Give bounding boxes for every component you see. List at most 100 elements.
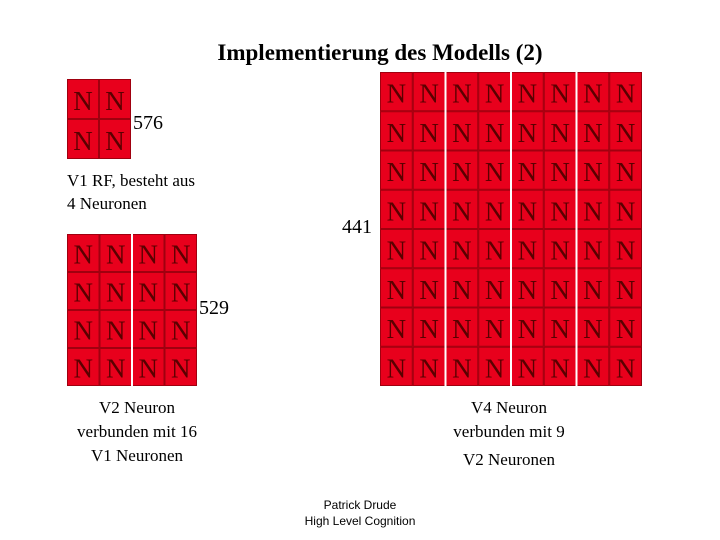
cell-label: N [550, 157, 570, 187]
cell-label: N [518, 236, 538, 266]
cell-label: N [485, 314, 505, 344]
cell [609, 307, 642, 347]
cell [478, 150, 511, 190]
cell-label: N [419, 157, 439, 187]
cell [543, 150, 577, 190]
cell-label: N [616, 353, 636, 383]
cell-label: N [485, 275, 505, 305]
cell [445, 229, 479, 269]
cell-label: N [452, 118, 472, 148]
cell [412, 346, 446, 386]
cell [609, 229, 642, 269]
cell-label: N [105, 126, 125, 156]
caption: V2 Neuronen [463, 450, 556, 469]
cell [511, 307, 544, 347]
caption: V2 Neuron [99, 398, 176, 417]
cell-label: N [387, 157, 407, 187]
cell-label: N [583, 118, 603, 148]
cell-label: N [73, 86, 93, 116]
cell [99, 234, 132, 272]
count: 441 [342, 216, 372, 238]
cell-label: N [616, 314, 636, 344]
cell-label: N [452, 275, 472, 305]
cell-label: N [583, 353, 603, 383]
cell [511, 229, 544, 269]
cell-label: N [139, 240, 159, 270]
cell [132, 310, 165, 348]
cell [609, 72, 642, 112]
caption: V1 RF, besteht aus [67, 171, 195, 190]
cell-label: N [518, 196, 538, 226]
cell-label: N [616, 118, 636, 148]
cell-label: N [74, 240, 94, 270]
caption: V4 Neuron [471, 398, 548, 417]
cell [445, 72, 479, 112]
cell-label: N [452, 314, 472, 344]
caption: 4 Neuronen [67, 194, 147, 213]
cell-label: N [550, 118, 570, 148]
cell-label: N [452, 236, 472, 266]
cell-label: N [419, 275, 439, 305]
cell [445, 307, 479, 347]
cell [132, 348, 165, 386]
cell-label: N [387, 196, 407, 226]
cell [543, 268, 577, 308]
cell [412, 268, 446, 308]
cell [609, 111, 642, 151]
cell [67, 348, 100, 386]
cell-label: N [485, 79, 505, 109]
cell-label: N [387, 314, 407, 344]
cell-label: N [419, 118, 439, 148]
cell [412, 189, 446, 229]
cell [99, 119, 131, 159]
cell [412, 150, 446, 190]
cell [478, 229, 511, 269]
cell-label: N [550, 275, 570, 305]
cell [478, 189, 511, 229]
cell-label: N [452, 196, 472, 226]
cell [609, 346, 642, 386]
cell [380, 229, 413, 269]
cell-label: N [616, 157, 636, 187]
cell [543, 72, 577, 112]
cell-label: N [105, 86, 125, 116]
cell-label: N [550, 196, 570, 226]
cell-label: N [616, 275, 636, 305]
cell-label: N [419, 79, 439, 109]
cell [609, 189, 642, 229]
cell [511, 268, 544, 308]
cell [132, 234, 165, 272]
cell [478, 346, 511, 386]
cell [445, 268, 479, 308]
cell-label: N [550, 314, 570, 344]
cell [164, 272, 197, 310]
cell [164, 310, 197, 348]
cell-label: N [171, 278, 191, 308]
cell [67, 272, 100, 310]
cell [445, 189, 479, 229]
cell-label: N [419, 236, 439, 266]
cell [478, 307, 511, 347]
cell-label: N [583, 236, 603, 266]
cell-label: N [387, 275, 407, 305]
cell-label: N [550, 236, 570, 266]
count: 576 [133, 112, 163, 134]
caption: verbunden mit 16 [77, 422, 197, 441]
cell-label: N [518, 118, 538, 148]
cell-label: N [616, 196, 636, 226]
cell-label: N [518, 314, 538, 344]
cell-label: N [387, 118, 407, 148]
cell-label: N [583, 196, 603, 226]
cell [543, 307, 577, 347]
cell-label: N [387, 79, 407, 109]
cell-label: N [583, 314, 603, 344]
cell [67, 79, 99, 119]
cell-label: N [550, 353, 570, 383]
cell-label: N [139, 278, 159, 308]
title: Implementierung des Modells (2) [217, 40, 542, 65]
cell [576, 268, 610, 308]
cell [511, 189, 544, 229]
cell [380, 189, 413, 229]
cell-label: N [616, 236, 636, 266]
